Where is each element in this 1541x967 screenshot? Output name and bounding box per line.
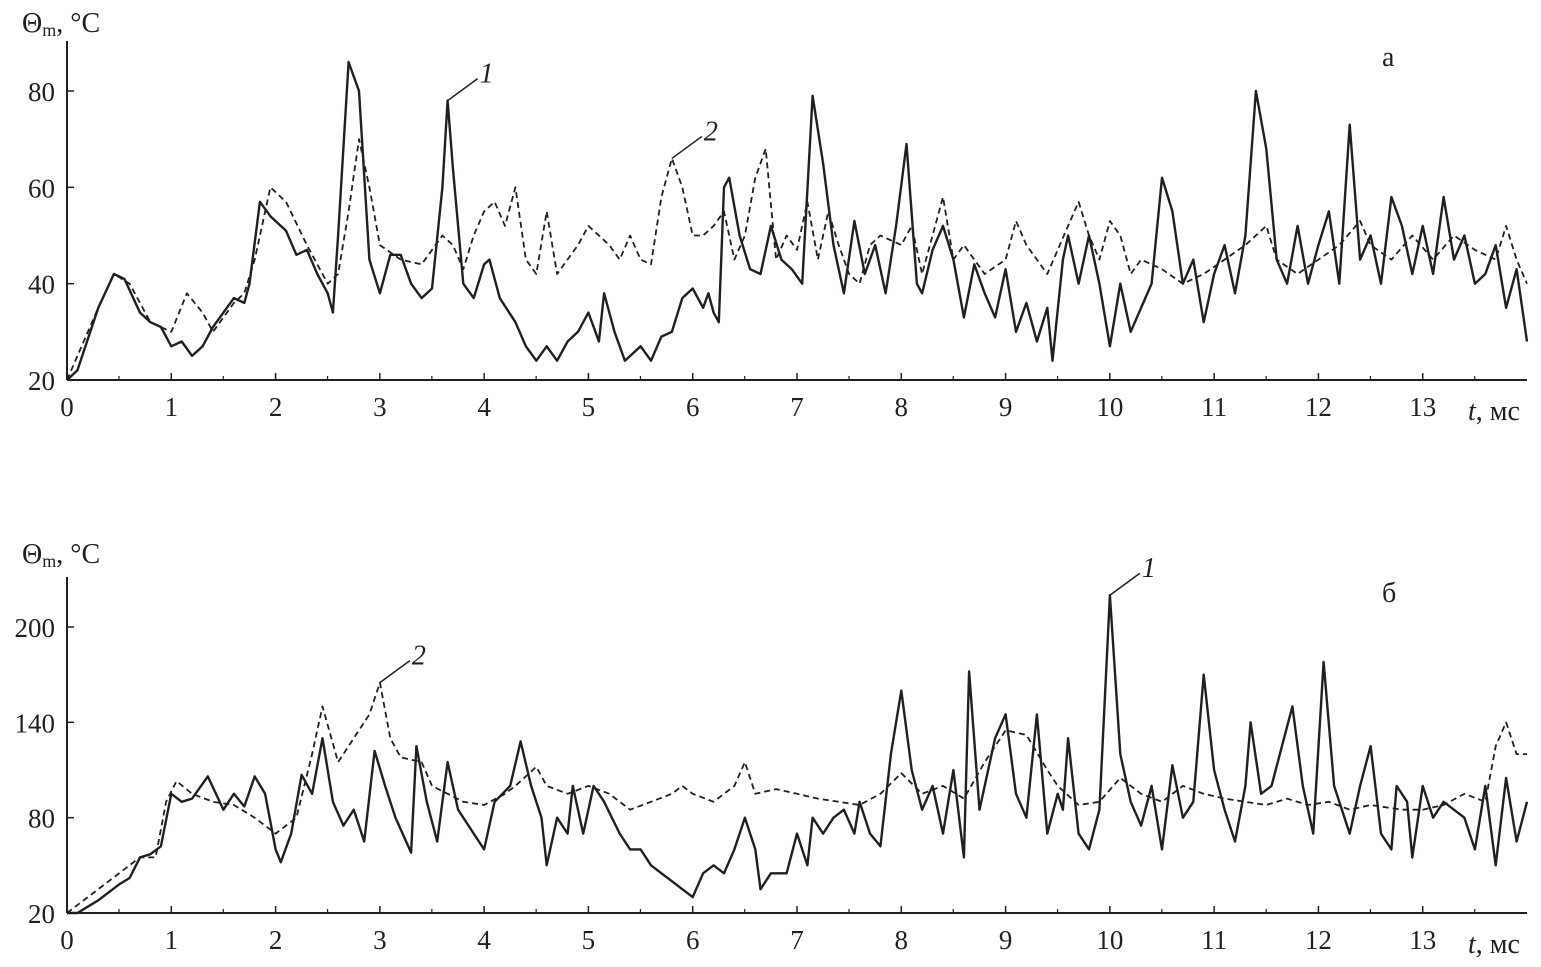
x-tick-label: 4: [477, 392, 491, 422]
y-tick-label: 20: [28, 366, 55, 396]
panel-b: Θm, °C t, мс б 0 1 2 3 4 5 6 7 8 9 10 11 12 132080140…: [15, 539, 1529, 960]
annotation-leader: [671, 135, 703, 160]
y-tick-label: 200: [15, 613, 56, 643]
panel-a: Θm, °C t, мс а 0 1 2 3 4 5 6 7 8 9 10 11 12 132040608…: [22, 8, 1529, 427]
x-tick-label: 2: [269, 392, 283, 422]
x-tick-label: 7: [790, 392, 804, 422]
panel-label: а: [1382, 42, 1395, 73]
x-tick-label: 4: [477, 925, 491, 955]
x-axis-label: t, мс: [1468, 929, 1520, 960]
x-tick-label: 3: [373, 392, 387, 422]
x-tick-label: 9: [999, 925, 1013, 955]
x-tick-label: 10: [1096, 925, 1123, 955]
x-tick-label: 6: [686, 925, 700, 955]
y-tick-label: 60: [28, 173, 55, 203]
y-tick-label: 40: [28, 270, 55, 300]
x-tick-label: 1: [165, 925, 179, 955]
x-tick-label: 8: [895, 392, 909, 422]
annotation-leader: [447, 78, 479, 102]
annotation-leader: [379, 660, 411, 684]
series-annotation-label: 2: [412, 641, 426, 672]
x-tick-label: 3: [373, 925, 387, 955]
x-tick-label: 13: [1409, 392, 1436, 422]
x-tick-label: 11: [1201, 392, 1227, 422]
x-tick-label: 5: [582, 392, 596, 422]
series-annotation-label: 1: [480, 59, 494, 90]
series-line-2: [66, 138, 1528, 381]
y-tick-label: 20: [28, 899, 55, 929]
x-tick-label: 6: [686, 392, 700, 422]
series-line-1: [67, 594, 1529, 915]
series-annotation-label: 1: [1142, 553, 1156, 584]
x-tick-label: 13: [1409, 925, 1436, 955]
x-tick-label: 10: [1096, 392, 1123, 422]
y-axis-label: Θm, °C: [22, 8, 100, 40]
panel-label: б: [1382, 578, 1396, 609]
y-tick-label: 80: [28, 77, 55, 107]
x-tick-label: 12: [1305, 392, 1332, 422]
x-tick-label: 7: [790, 925, 804, 955]
x-tick-label: 8: [895, 925, 909, 955]
x-tick-label: 0: [60, 392, 74, 422]
x-axis-label: t, мс: [1468, 396, 1520, 427]
annotation-leader: [1109, 572, 1141, 596]
x-tick-label: 11: [1201, 925, 1227, 955]
x-tick-label: 12: [1305, 925, 1332, 955]
x-tick-label: 0: [60, 925, 74, 955]
x-tick-label: 2: [269, 925, 283, 955]
x-tick-label: 9: [999, 392, 1013, 422]
series-line-2: [66, 681, 1527, 914]
x-tick-label: 5: [582, 925, 596, 955]
y-axis-label: Θm, °C: [22, 539, 100, 571]
y-tick-label: 140: [15, 708, 56, 738]
series-annotation-label: 2: [704, 116, 718, 147]
series-line-1: [66, 60, 1529, 381]
y-tick-label: 80: [28, 804, 55, 834]
x-tick-label: 1: [165, 392, 179, 422]
